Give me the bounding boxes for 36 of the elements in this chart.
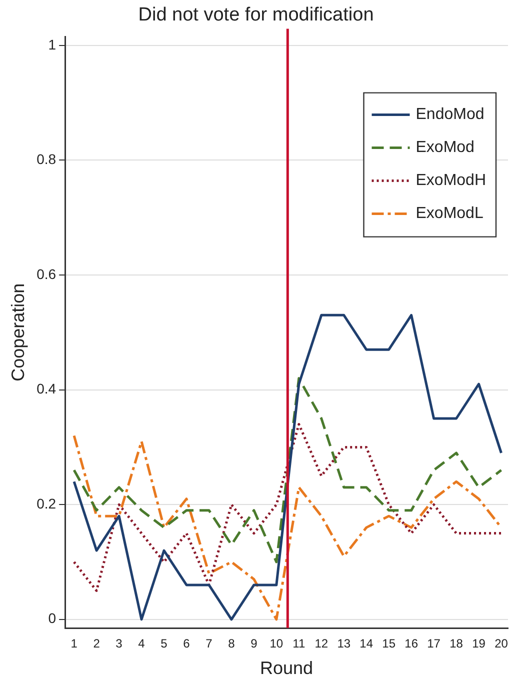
- x-tick-label: 20: [494, 636, 508, 651]
- x-tick-label: 1: [70, 636, 78, 651]
- x-tick-label: 10: [270, 636, 284, 651]
- legend-label: EndoMod: [416, 106, 484, 124]
- y-tick-label: 0.4: [36, 380, 56, 397]
- x-tick-label: 19: [472, 636, 486, 651]
- legend-label: ExoModL: [416, 205, 484, 222]
- x-axis-title: Round: [260, 658, 314, 678]
- legend-label: ExoModH: [416, 172, 486, 190]
- chart-title: Did not vote for modification: [138, 4, 374, 26]
- x-tick-label: 9: [250, 636, 258, 651]
- x-tick-label: 2: [93, 636, 100, 651]
- x-tick-label: 17: [427, 636, 441, 651]
- x-tick-label: 13: [337, 636, 351, 651]
- x-tick-label: 12: [314, 636, 328, 651]
- x-tick-label: 5: [160, 636, 168, 651]
- x-tick-label: 7: [206, 636, 213, 651]
- x-tick-label: 15: [382, 636, 396, 651]
- x-tick-label: 8: [228, 636, 236, 651]
- x-tick-label: 4: [138, 636, 146, 651]
- x-tick-label: 6: [183, 636, 190, 651]
- line-series: [72, 434, 503, 621]
- y-tick-label: 0.2: [36, 495, 56, 512]
- x-tick-label: 11: [292, 636, 306, 651]
- y-tick-label: 1: [48, 36, 56, 52]
- x-tick-label: 16: [404, 636, 418, 651]
- line-series: [72, 422, 503, 592]
- y-tick-label: 0.8: [36, 151, 56, 168]
- y-tick-label: 0: [48, 610, 56, 626]
- x-tick-label: 18: [450, 636, 464, 651]
- legend-label: ExoMod: [416, 139, 474, 156]
- y-tick-label: 0.6: [36, 266, 56, 282]
- x-tick-label: 3: [116, 636, 123, 651]
- x-tick-label: 14: [360, 636, 374, 651]
- line-series: [72, 377, 503, 564]
- y-axis-title: Cooperation: [8, 283, 28, 382]
